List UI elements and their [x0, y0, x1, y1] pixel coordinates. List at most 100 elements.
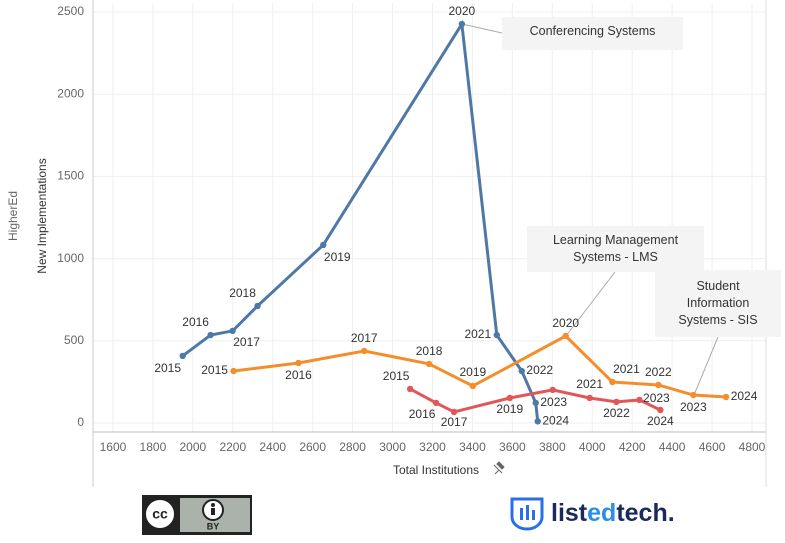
data-point: [506, 394, 513, 402]
x-tick-label: 4800: [739, 440, 766, 454]
data-point: [532, 399, 539, 407]
x-tick-label: 3000: [379, 440, 406, 454]
point-label: 2016: [182, 315, 209, 329]
y-header: HigherEd: [6, 191, 20, 241]
point-label: 2023: [540, 395, 567, 409]
x-tick-label: 4200: [619, 440, 646, 454]
y-tick-label: 0: [77, 415, 84, 429]
data-point: [469, 382, 477, 390]
series-annotation: Conferencing Systems: [502, 17, 683, 50]
brand-part: tech.: [616, 499, 674, 527]
annotation-leader: [461, 23, 503, 34]
y-tick-label: 1000: [57, 251, 84, 265]
data-point: [562, 332, 569, 340]
point-label: 2020: [449, 4, 476, 18]
data-point: [613, 398, 620, 406]
brand-part: ed: [587, 499, 616, 527]
point-label: 2015: [154, 361, 181, 375]
data-point: [636, 396, 643, 404]
x-tick-label: 2800: [339, 440, 366, 454]
point-label: 2021: [464, 327, 491, 341]
y-tick-label: 2500: [57, 4, 84, 18]
x-tick-label: 4600: [699, 440, 726, 454]
cc-logo: cc BY: [142, 495, 252, 535]
y-tick-label: 2000: [57, 86, 84, 100]
data-point: [425, 360, 433, 368]
point-label: 2016: [285, 368, 312, 382]
x-tick-label: 4400: [659, 440, 686, 454]
brand-icon: [510, 497, 544, 531]
data-point: [432, 399, 440, 407]
data-point: [690, 391, 697, 399]
data-point: [230, 367, 237, 375]
y-axis-label: New Implementations: [35, 158, 49, 273]
plot: 1600 1800 2000 2200 2400 2600 2800 3000 3200 3400…: [57, 4, 765, 454]
series-annotation: Learning Management Systems - LMS: [527, 226, 704, 272]
svg-text:cc: cc: [152, 506, 168, 522]
data-point: [493, 331, 500, 339]
x-tick-label: 4000: [579, 440, 606, 454]
grid: [93, 3, 766, 432]
point-label: 2015: [383, 369, 410, 383]
point-label: 2022: [603, 406, 630, 420]
series-line: [181, 19, 540, 422]
data-point: [549, 386, 556, 394]
data-point: [657, 406, 664, 414]
brand: listedtech.: [551, 499, 675, 527]
point-label: 2024: [542, 413, 569, 427]
point-label: 2020: [552, 316, 579, 330]
data-point: [179, 352, 186, 360]
data-point: [450, 408, 458, 416]
point-label: 2024: [731, 389, 758, 403]
data-point: [518, 367, 525, 375]
point-label: 2022: [645, 365, 672, 379]
data-point: [406, 385, 414, 393]
x-tick-label: 2000: [180, 440, 207, 454]
point-label: 2023: [643, 391, 670, 405]
point-label: 2023: [680, 400, 707, 414]
point-label: 2019: [496, 402, 523, 416]
point-label: 2019: [459, 365, 486, 379]
point-label: 2021: [613, 362, 640, 376]
annotation-leader: [565, 271, 616, 337]
x-tick-label: 1800: [140, 440, 167, 454]
x-tick-label: 3200: [419, 440, 446, 454]
data-point: [586, 394, 593, 402]
point-label: 2015: [201, 363, 228, 377]
data-point: [207, 331, 214, 339]
series-annotation: Student Information Systems - SIS: [655, 270, 781, 337]
x-tick-label: 3600: [499, 440, 526, 454]
pin-icon: [493, 461, 505, 475]
data-point: [609, 378, 616, 386]
data-point: [320, 241, 327, 249]
point-label: 2024: [647, 414, 674, 428]
brand-part: list: [551, 499, 588, 527]
point-label: 2018: [229, 286, 256, 300]
x-tick-label: 2200: [219, 440, 246, 454]
data-point: [655, 381, 662, 389]
data-point: [458, 20, 466, 28]
data-point: [722, 393, 730, 401]
annotation-leader: [693, 336, 719, 396]
point-label: 2016: [409, 407, 436, 421]
point-label: 2018: [416, 344, 443, 358]
data-point: [295, 359, 302, 367]
point-label: 2017: [233, 335, 260, 349]
point-label: 2019: [324, 250, 351, 264]
x-tick-label: 3400: [459, 440, 486, 454]
point-label: 2017: [441, 415, 468, 429]
data-point: [534, 418, 541, 425]
data-point: [360, 347, 368, 355]
x-tick-label: 2600: [299, 440, 326, 454]
y-tick-label: 1500: [57, 169, 84, 183]
y-tick-label: 500: [64, 333, 84, 347]
data-point: [254, 302, 261, 310]
point-label: 2022: [526, 363, 553, 377]
point-label: 2021: [576, 377, 603, 391]
x-tick-label: 1600: [100, 440, 127, 454]
data-point: [229, 327, 236, 335]
series-line: [233, 334, 727, 399]
x-tick-label: 2400: [259, 440, 286, 454]
